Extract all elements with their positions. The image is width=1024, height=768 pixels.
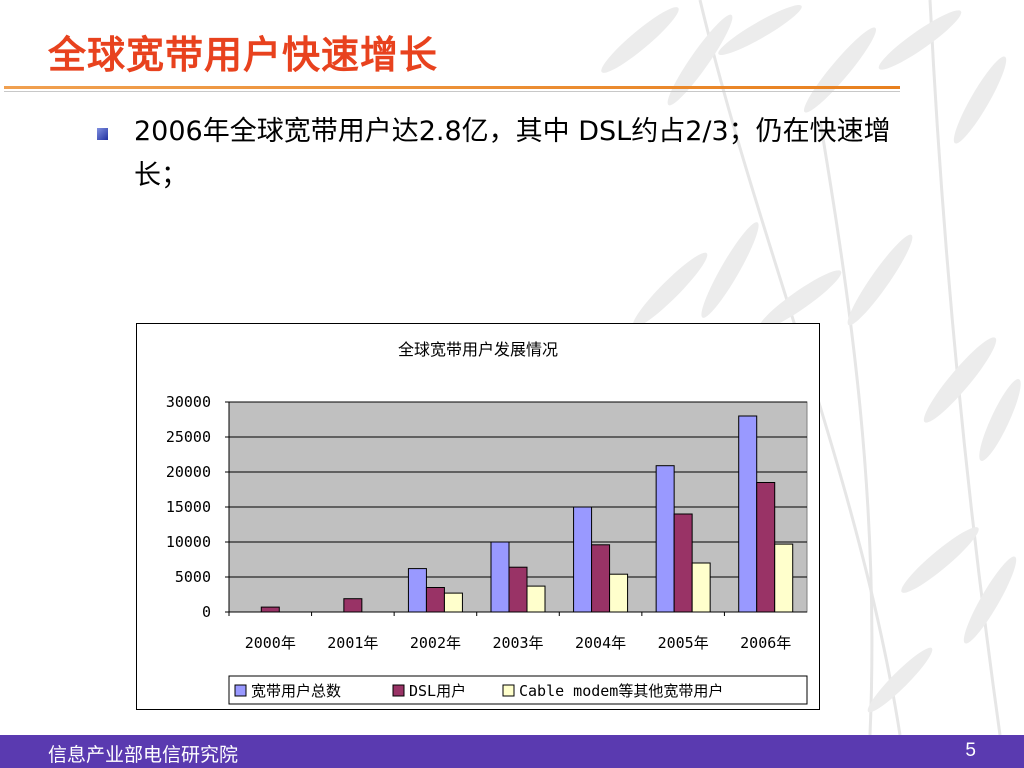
bullet-square-icon bbox=[97, 128, 108, 140]
y-tick-label: 25000 bbox=[166, 428, 211, 446]
y-tick-label: 30000 bbox=[166, 393, 211, 411]
bar bbox=[260, 606, 280, 613]
title-underline bbox=[4, 86, 900, 89]
bar bbox=[425, 587, 445, 613]
bar bbox=[508, 566, 528, 613]
y-tick-label: 10000 bbox=[166, 533, 211, 551]
bamboo-background bbox=[601, 0, 1021, 735]
bar bbox=[443, 592, 463, 613]
legend-swatch bbox=[234, 684, 247, 697]
x-tick-label: 2002年 bbox=[410, 634, 461, 652]
bullet-text: 2006年全球宽带用户达2.8亿，其中 DSL约占2/3；仍在快速增长； bbox=[134, 116, 891, 191]
legend-swatch bbox=[392, 684, 405, 697]
bar bbox=[609, 573, 629, 613]
bar bbox=[756, 482, 776, 613]
x-tick-label: 2001年 bbox=[327, 634, 378, 652]
bar-chart: 全球宽带用户发展情况 30000 25000 20000 15000 10000 5000 0… bbox=[166, 340, 808, 705]
x-tick-label: 2004年 bbox=[575, 634, 626, 652]
bar bbox=[573, 506, 593, 613]
bar bbox=[526, 585, 546, 613]
legend-label: 宽带用户总数 bbox=[251, 682, 341, 700]
x-tick-label: 2006年 bbox=[740, 634, 791, 652]
chart-title: 全球宽带用户发展情况 bbox=[398, 340, 558, 359]
bar bbox=[343, 598, 363, 613]
footer-organization: 信息产业部电信研究院 bbox=[48, 744, 239, 766]
chart-frame: 全球宽带用户发展情况 30000 25000 20000 15000 10000 5000 0… bbox=[136, 323, 820, 710]
bar bbox=[738, 415, 758, 613]
legend-label: DSL用户 bbox=[409, 682, 466, 700]
bar bbox=[774, 543, 794, 613]
legend-label: Cable modem等其他宽带用户 bbox=[519, 682, 723, 700]
x-tick-label: 2003年 bbox=[492, 634, 543, 652]
bar bbox=[490, 541, 510, 613]
y-tick-label: 5000 bbox=[175, 568, 211, 586]
bar bbox=[655, 465, 675, 613]
legend-box bbox=[228, 675, 808, 705]
y-tick-label: 20000 bbox=[166, 463, 211, 481]
x-tick-label: 2005年 bbox=[658, 634, 709, 652]
y-tick-label: 0 bbox=[202, 603, 211, 621]
bar bbox=[691, 562, 711, 613]
page-number: 5 bbox=[965, 740, 976, 761]
bar bbox=[407, 568, 427, 613]
legend-swatch bbox=[502, 684, 515, 697]
x-tick-label: 2000年 bbox=[245, 634, 296, 652]
y-tick-label: 15000 bbox=[166, 498, 211, 516]
bar bbox=[673, 513, 693, 613]
bar bbox=[591, 544, 611, 613]
title-underline-shadow bbox=[4, 91, 900, 92]
slide-title: 全球宽带用户快速增长 bbox=[48, 33, 439, 77]
footer-bar: 信息产业部电信研究院 5 bbox=[0, 735, 1024, 768]
